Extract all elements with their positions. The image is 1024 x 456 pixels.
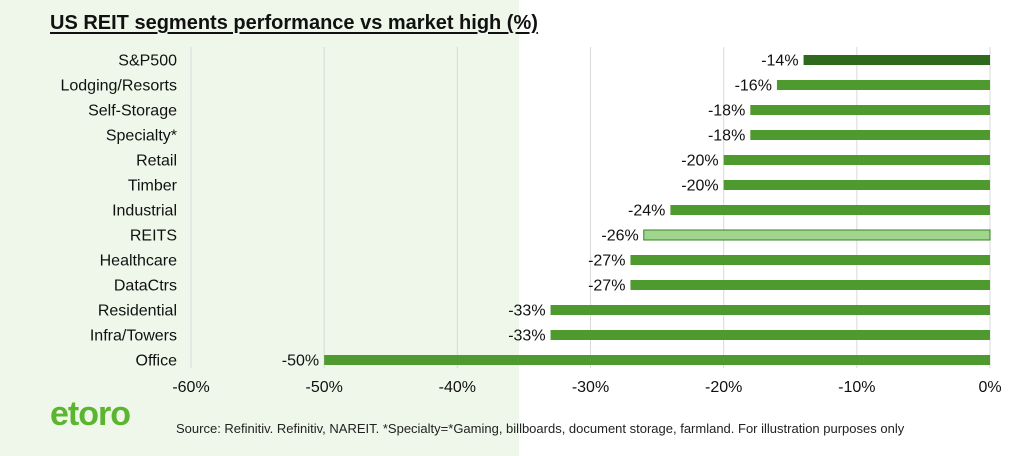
category-label: Timber <box>128 178 178 195</box>
x-axis-tick-labels: -60% -50% -40% -30% -20% -10% 0% <box>172 379 1001 396</box>
x-tick-label: -60% <box>172 379 209 396</box>
bar <box>643 229 991 241</box>
data-labels: -14% -16% -18% -18% -20% -20% -24% -26% -27% -27%… <box>282 53 799 370</box>
data-label: -16% <box>735 78 772 95</box>
category-label: REITS <box>130 228 177 245</box>
x-tick-label: 0% <box>978 379 1001 396</box>
category-label: Industrial <box>112 203 177 220</box>
category-label: Specialty* <box>106 128 177 145</box>
x-tick-label: -10% <box>838 379 875 396</box>
category-label: S&P500 <box>118 53 177 70</box>
bar <box>670 205 990 215</box>
data-label: -20% <box>681 178 718 195</box>
bar <box>776 80 990 90</box>
x-tick-label: -30% <box>572 379 609 396</box>
data-label: -26% <box>601 228 638 245</box>
bars <box>324 55 991 365</box>
bar <box>750 105 990 115</box>
bar <box>550 330 990 340</box>
data-label: -27% <box>588 278 625 295</box>
bar <box>723 155 990 165</box>
chart-title: US REIT segments performance vs market h… <box>50 12 538 34</box>
x-tick-label: -40% <box>439 379 476 396</box>
category-label: Healthcare <box>100 253 177 270</box>
data-label: -33% <box>508 328 545 345</box>
category-labels: S&P500 Lodging/Resorts Self-Storage Special… <box>60 53 177 370</box>
bar <box>803 55 990 65</box>
category-label: Self-Storage <box>88 103 177 120</box>
data-label: -14% <box>761 53 798 70</box>
bar <box>324 355 991 365</box>
data-label: -24% <box>628 203 665 220</box>
etoro-logo: etoro <box>50 395 131 433</box>
bar <box>550 305 990 315</box>
x-tick-label: -50% <box>305 379 342 396</box>
category-label: Office <box>136 353 178 370</box>
data-label: -18% <box>708 103 745 120</box>
category-label: Residential <box>98 303 177 320</box>
data-label: -50% <box>282 353 319 370</box>
data-label: -20% <box>681 153 718 170</box>
category-label: Lodging/Resorts <box>60 78 177 95</box>
data-label: -27% <box>588 253 625 270</box>
bar <box>750 130 990 140</box>
source-note: Source: Refinitiv. Refinitiv, NAREIT. *S… <box>176 421 905 436</box>
data-label: -33% <box>508 303 545 320</box>
category-label: DataCtrs <box>114 278 177 295</box>
category-label: Retail <box>136 153 177 170</box>
bar <box>630 280 990 290</box>
data-label: -18% <box>708 128 745 145</box>
category-label: Infra/Towers <box>90 328 177 345</box>
x-tick-label: -20% <box>705 379 742 396</box>
bar <box>630 255 990 265</box>
bar <box>723 180 990 190</box>
